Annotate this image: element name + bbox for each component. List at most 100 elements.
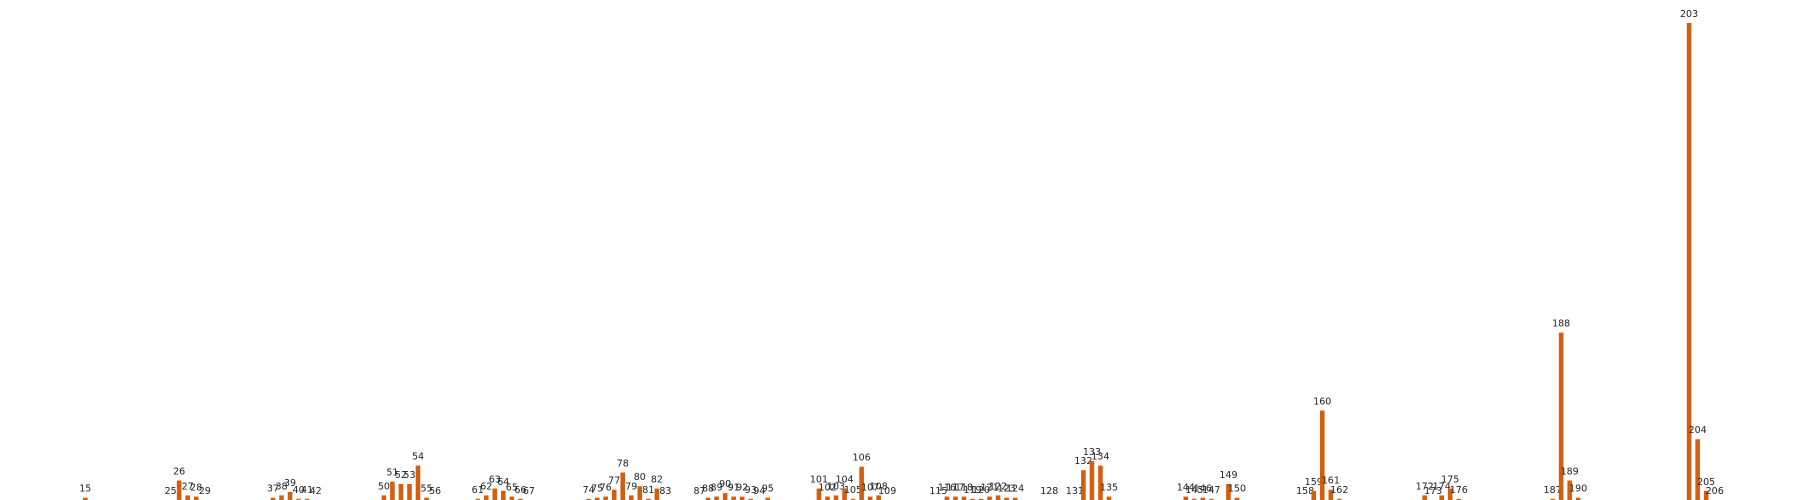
bar — [586, 498, 591, 500]
bar — [748, 498, 754, 500]
bar-label: 121 — [981, 483, 999, 494]
bar-label: 52 — [395, 470, 407, 481]
bar — [825, 496, 830, 500]
bar-label: 176 — [1450, 485, 1468, 496]
bar-label: 115 — [929, 486, 947, 497]
bar — [483, 495, 489, 500]
bar-label: 190 — [1569, 484, 1587, 495]
bar-label: 160 — [1313, 397, 1331, 408]
bar — [1234, 497, 1240, 500]
bar — [1575, 497, 1581, 500]
bar-label: 146 — [1194, 484, 1212, 495]
bar — [833, 495, 839, 500]
bar — [1686, 23, 1692, 500]
bar — [83, 497, 88, 500]
bar-label: 92 — [736, 483, 748, 494]
bar-label: 83 — [659, 486, 671, 497]
bar-label: 42 — [310, 486, 322, 497]
bar — [509, 496, 515, 500]
bar-label: 159 — [1305, 477, 1323, 488]
bar — [501, 490, 506, 500]
bar-label: 149 — [1219, 470, 1237, 481]
bar-label: 75 — [591, 484, 603, 495]
bar-label: 50 — [378, 481, 390, 492]
bar-label: 203 — [1680, 9, 1698, 20]
bar-label: 74 — [583, 485, 595, 496]
bar-label: 87 — [693, 486, 705, 497]
bar-label: 106 — [853, 453, 871, 464]
bar — [424, 497, 429, 500]
bar-label: 82 — [651, 475, 663, 486]
bar — [628, 495, 634, 500]
bar-label: 39 — [284, 478, 296, 489]
bar — [876, 495, 881, 500]
bar-label: 105 — [844, 485, 862, 496]
bar — [1337, 498, 1342, 500]
bar-label: 76 — [600, 483, 612, 494]
bar — [287, 491, 293, 500]
bar-label: 133 — [1083, 447, 1101, 458]
bar-label: 94 — [753, 486, 765, 497]
bar — [953, 496, 958, 500]
bar — [415, 465, 421, 500]
bar-label: 132 — [1074, 456, 1092, 467]
bar-label: 122 — [989, 481, 1007, 492]
bar — [978, 498, 984, 500]
bar-label: 134 — [1091, 452, 1109, 463]
bar — [1456, 498, 1462, 500]
bar-label: 90 — [719, 479, 731, 490]
bar — [1558, 332, 1564, 500]
bar-label: 15 — [79, 484, 91, 495]
bar-label: 123 — [998, 484, 1016, 495]
bar — [961, 496, 967, 500]
bar-label: 25 — [165, 486, 177, 497]
bar — [1226, 483, 1231, 500]
bar-label: 109 — [878, 486, 896, 497]
bar-label: 41 — [301, 485, 313, 496]
bar — [492, 488, 498, 500]
bar — [1550, 498, 1555, 500]
bar — [1106, 496, 1112, 500]
bar-label: 162 — [1330, 485, 1348, 496]
bar — [850, 498, 856, 500]
bar-label: 120 — [972, 485, 990, 496]
bar — [1200, 497, 1206, 500]
bar — [1004, 497, 1009, 500]
bar-label: 89 — [711, 483, 723, 494]
bar — [390, 481, 395, 500]
bar-label: 61 — [472, 485, 484, 496]
bar-label: 124 — [1006, 484, 1024, 495]
bar-label: 131 — [1066, 486, 1084, 497]
bar-label: 188 — [1552, 319, 1570, 330]
bar — [1319, 410, 1325, 500]
bar-label: 150 — [1228, 484, 1246, 495]
bar — [842, 488, 847, 500]
bar-label: 102 — [818, 483, 836, 494]
bar-label: 103 — [827, 481, 845, 492]
bar — [1089, 461, 1095, 500]
bar-label: 119 — [963, 485, 981, 496]
bar-label: 172 — [1416, 481, 1434, 492]
bar — [995, 495, 1001, 500]
bar — [987, 496, 992, 500]
bar — [304, 498, 310, 500]
bar-label: 145 — [1185, 485, 1203, 496]
bar — [296, 498, 301, 500]
bar — [1695, 439, 1700, 500]
bar — [603, 496, 608, 500]
bar-label: 147 — [1202, 485, 1220, 496]
bar-label: 135 — [1100, 483, 1118, 494]
bar — [867, 496, 873, 500]
bar — [1422, 495, 1427, 500]
bar — [398, 483, 404, 500]
bar-label: 158 — [1296, 486, 1314, 497]
bar-label: 175 — [1441, 475, 1459, 486]
bar — [518, 498, 523, 500]
bar — [1183, 496, 1189, 500]
bar-label: 204 — [1689, 425, 1707, 436]
bar — [1098, 465, 1103, 500]
bar — [970, 498, 975, 500]
bar-label: 91 — [728, 483, 740, 494]
bar — [1703, 490, 1709, 500]
